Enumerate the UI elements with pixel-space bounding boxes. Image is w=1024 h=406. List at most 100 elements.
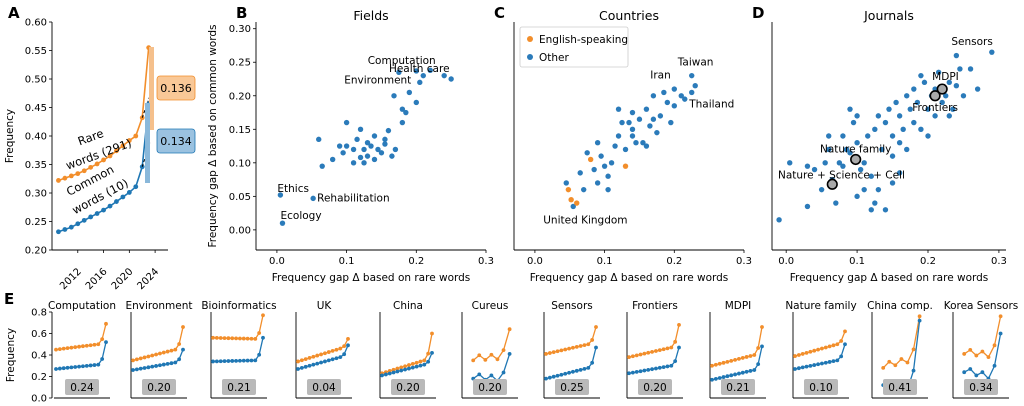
data-point — [729, 358, 734, 363]
data-point — [748, 354, 753, 358]
data-point — [161, 362, 166, 367]
data-point — [245, 336, 250, 341]
point-annotation: Rehabilitation — [317, 192, 389, 204]
data-point — [165, 361, 170, 366]
data-point — [939, 99, 945, 106]
data-point — [173, 360, 178, 365]
data-point — [882, 119, 889, 126]
small-multiple: Environment 0.20 — [125, 300, 193, 399]
data-point — [342, 344, 347, 349]
data-point — [840, 133, 846, 139]
data-point — [342, 352, 347, 357]
data-point — [980, 370, 985, 375]
data-point — [131, 358, 135, 363]
data-point — [81, 364, 85, 369]
data-point — [820, 361, 824, 366]
data-point — [383, 372, 388, 377]
data-point — [605, 173, 611, 179]
data-point — [414, 360, 419, 365]
gap-badge — [142, 379, 176, 395]
data-point — [382, 141, 388, 147]
data-point — [426, 351, 431, 356]
data-point — [346, 343, 350, 348]
gap-bar — [145, 103, 150, 183]
data-point — [100, 357, 105, 361]
gap-badge — [804, 379, 838, 395]
data-point — [146, 354, 151, 359]
data-point — [584, 150, 590, 156]
data-point — [998, 331, 1003, 336]
data-point — [165, 349, 170, 354]
data-point — [326, 350, 331, 354]
data-point — [925, 106, 931, 112]
data-point — [406, 89, 413, 96]
data-point — [410, 365, 415, 370]
data-point — [222, 359, 227, 364]
data-point — [323, 359, 327, 364]
data-point — [992, 363, 997, 368]
data-point — [330, 357, 335, 362]
data-point — [382, 136, 388, 143]
data-point — [361, 146, 367, 153]
data-point — [650, 93, 657, 99]
data-point — [422, 362, 427, 367]
data-point — [311, 354, 316, 359]
data-point — [998, 314, 1003, 319]
data-point — [311, 362, 316, 367]
data-point — [822, 160, 828, 166]
data-point — [107, 203, 113, 209]
data-point — [917, 314, 922, 319]
data-point — [986, 355, 991, 360]
data-point — [748, 369, 753, 373]
data-point — [974, 86, 981, 92]
data-point — [833, 200, 839, 206]
data-point — [650, 349, 654, 354]
data-point — [823, 345, 828, 350]
data-point — [361, 160, 367, 166]
panel-letter-b: B — [236, 4, 247, 22]
data-point — [638, 352, 643, 357]
data-point — [489, 373, 494, 378]
data-point — [391, 93, 397, 99]
data-point — [968, 347, 973, 352]
data-point — [73, 345, 78, 350]
small-multiple: Nature family 0.10 — [785, 300, 857, 399]
data-point — [733, 357, 737, 362]
data-point — [307, 356, 312, 360]
data-point — [57, 347, 62, 352]
data-point — [211, 359, 215, 364]
data-point — [668, 119, 674, 126]
gap-badge-label: 0.136 — [160, 82, 192, 95]
data-point — [854, 193, 860, 200]
data-point — [241, 336, 246, 341]
data-point — [590, 360, 595, 365]
small-multiple: Sensors 0.25 — [543, 300, 600, 399]
data-point — [73, 365, 78, 369]
data-point — [559, 372, 564, 377]
small-multiple-title: China — [393, 300, 423, 312]
data-point — [230, 359, 235, 363]
data-point — [816, 362, 820, 367]
data-point — [133, 133, 139, 139]
gap-badge-label: 0.134 — [160, 135, 192, 148]
y-tick-label: 0.30 — [229, 24, 251, 35]
data-point — [881, 366, 886, 370]
data-point — [608, 160, 615, 166]
y-tick-label: 0.10 — [229, 158, 251, 169]
data-point — [953, 52, 960, 59]
data-point — [629, 109, 636, 116]
data-point — [654, 366, 658, 371]
data-point — [793, 354, 797, 358]
data-point — [605, 186, 611, 193]
data-point — [804, 163, 811, 169]
data-point — [68, 224, 74, 230]
data-point — [563, 347, 568, 352]
data-point — [154, 352, 158, 357]
data-point — [418, 363, 423, 368]
data-point — [154, 364, 158, 368]
data-point — [568, 197, 574, 203]
data-point — [319, 352, 323, 357]
data-point — [590, 338, 595, 342]
data-point — [827, 344, 832, 349]
series-line — [794, 344, 846, 370]
